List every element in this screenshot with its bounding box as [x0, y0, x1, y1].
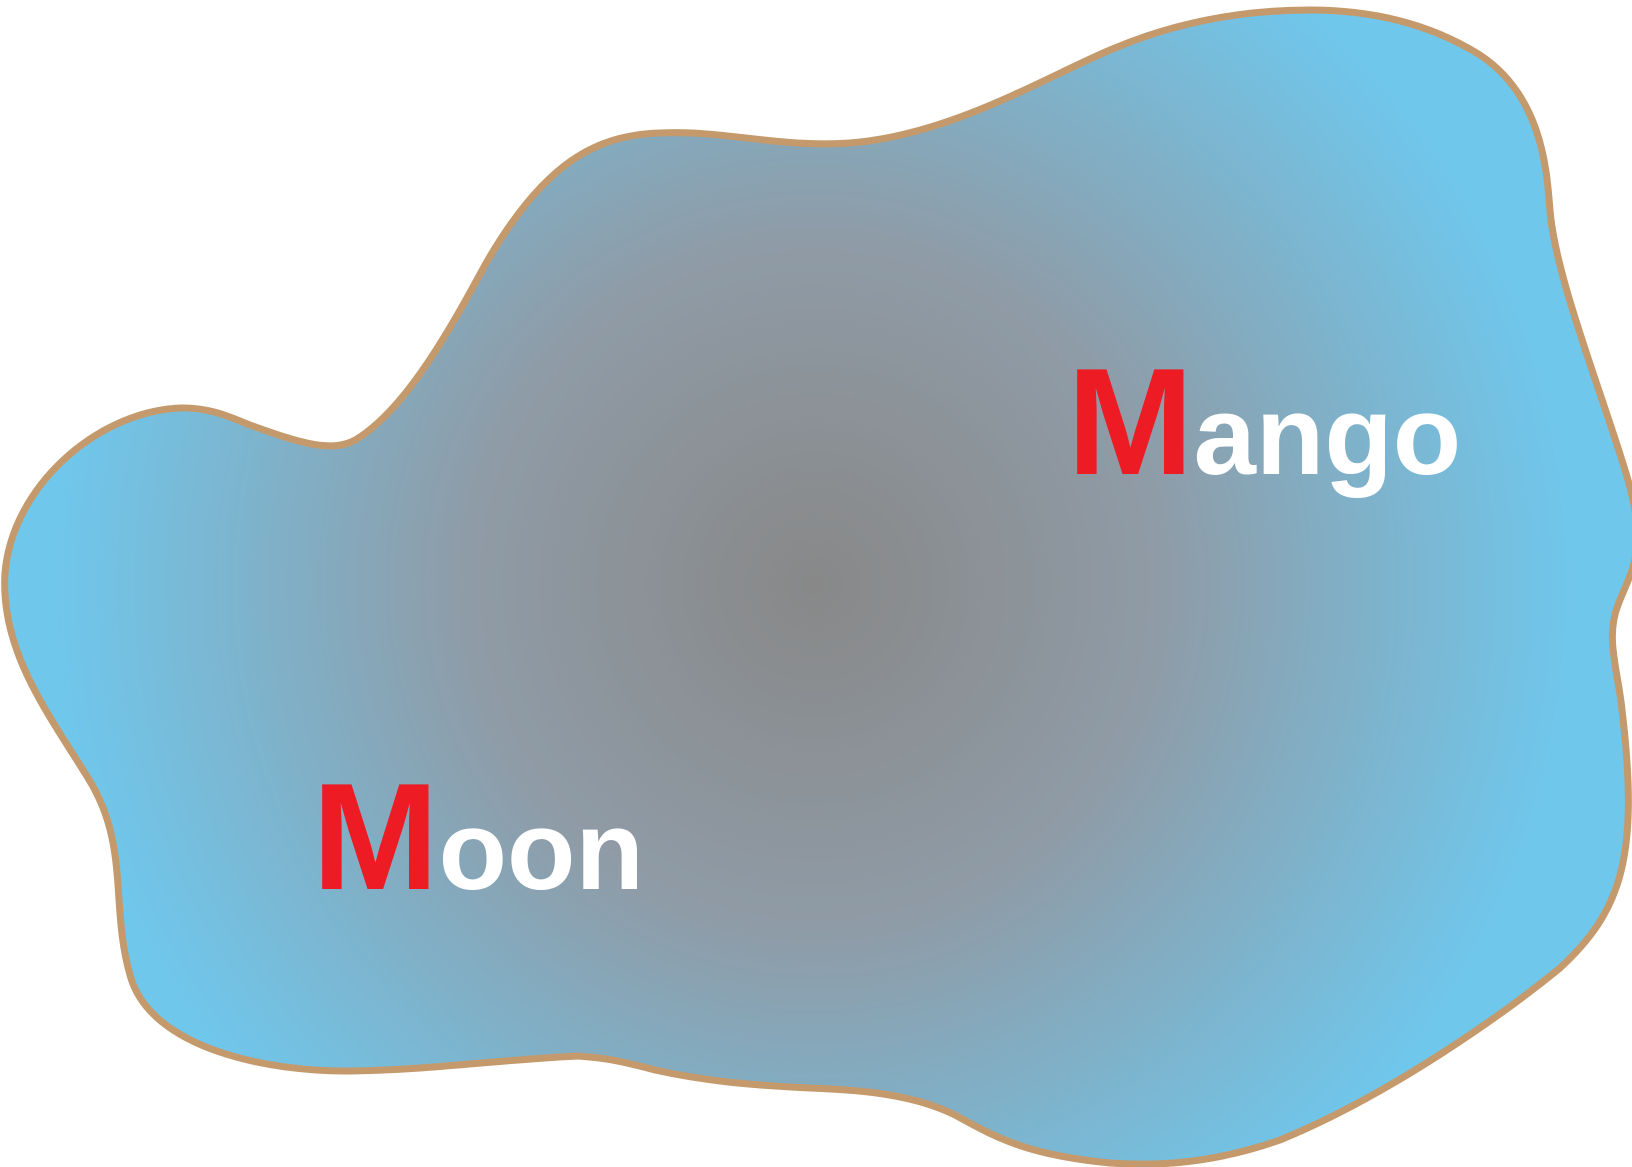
moon-first-letter: M	[312, 752, 439, 922]
mango-label: Mango	[1067, 337, 1461, 507]
blob-shape	[1, 6, 1632, 1167]
moon-label: Moon	[312, 752, 644, 922]
moon-rest-letters: oon	[439, 788, 644, 913]
mango-rest-letters: ango	[1194, 373, 1462, 498]
mango-first-letter: M	[1067, 337, 1194, 507]
